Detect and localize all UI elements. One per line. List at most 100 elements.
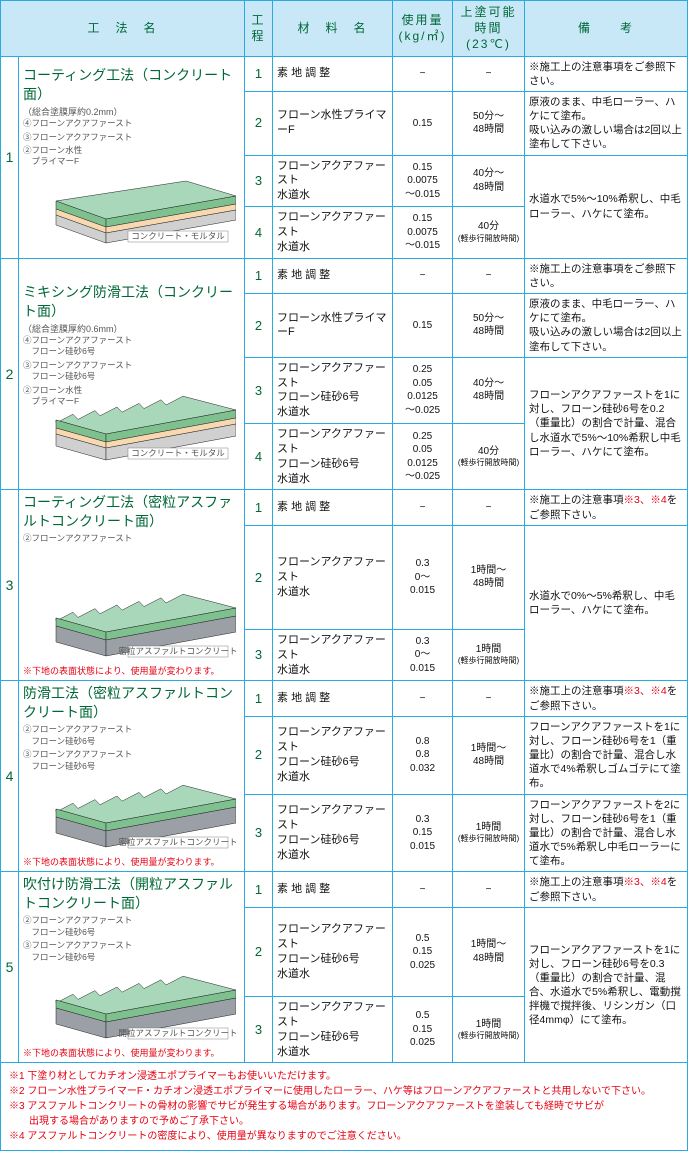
remarks: ※施工上の注意事項をご参照下さい。: [525, 258, 688, 293]
material-name: フローンアクアファースト水道水: [273, 629, 393, 681]
table-row: 5 吹付け防滑工法（開粒アスファルトコンクリート面） ②フローンアクアファースト…: [1, 872, 688, 907]
remarks: 水道水で0%～5%希釈し、中毛ローラー、ハケにて塗布。: [525, 525, 688, 681]
usage-amount: 0.30.150.015: [393, 794, 453, 872]
material-name: フローンアクアファースト水道水: [273, 525, 393, 629]
material-name: フローンアクアファースト水道水: [273, 207, 393, 259]
recoat-time: 1時間～48時間: [453, 716, 525, 794]
usage-amount: 0.50.150.025: [393, 907, 453, 996]
remarks: ※施工上の注意事項※3、※4をご参照下さい。: [525, 681, 688, 716]
step-number: 1: [245, 872, 273, 907]
usage-amount: 0.80.80.032: [393, 716, 453, 794]
method-title: コーティング工法（密粒アスファルトコンクリート面）: [23, 493, 240, 531]
th-material: 材 料 名: [273, 1, 393, 57]
recoat-time: 50分～48時間: [453, 294, 525, 358]
remarks: フローンアクアファーストを1に対し、フローン硅砂6号を1（重量比）の割合で計量、…: [525, 716, 688, 794]
recoat-time: 40分(軽歩行開放時間): [453, 424, 525, 490]
step-number: 1: [245, 490, 273, 525]
usage-amount: 0.250.050.0125～0.025: [393, 424, 453, 490]
remarks: フローンアクアファーストを1に対し、フローン硅砂6号を0.3（重量比）の割合で計…: [525, 907, 688, 1063]
usage-amount: 0.15: [393, 91, 453, 155]
step-number: 1: [245, 258, 273, 293]
recoat-time: −: [453, 490, 525, 525]
step-number: 3: [245, 996, 273, 1062]
layer-diagram: 密粒アスファルトコンクリート: [36, 566, 236, 661]
recoat-time: 1時間(軽歩行開放時間): [453, 996, 525, 1062]
method-cell: 防滑工法（密粒アスファルトコンクリート面） ②フローンアクアファースト フローン…: [19, 681, 245, 872]
material-name: フローンアクアファーストフローン硅砂6号水道水: [273, 424, 393, 490]
svg-text:開粒アスファルトコンクリート: 開粒アスファルトコンクリート: [119, 1028, 237, 1038]
step-number: 4: [245, 424, 273, 490]
remarks: ※施工上の注意事項※3、※4をご参照下さい。: [525, 872, 688, 907]
section-number: 4: [1, 681, 19, 872]
usage-amount: −: [393, 681, 453, 716]
section-number: 2: [1, 258, 19, 490]
step-number: 2: [245, 91, 273, 155]
layer-diagram: 密粒アスファルトコンクリート: [36, 757, 236, 852]
footnote-line: 出現する場合がありますので予めご了承下さい。: [9, 1114, 679, 1129]
material-name: フローン水性プライマーF: [273, 294, 393, 358]
material-name: フローン水性プライマーF: [273, 91, 393, 155]
step-number: 3: [245, 794, 273, 872]
step-number: 3: [245, 357, 273, 423]
material-name: フローンアクアファーストフローン硅砂6号水道水: [273, 996, 393, 1062]
recoat-time: 1時間～48時間: [453, 525, 525, 629]
step-number: 2: [245, 907, 273, 996]
recoat-time: 40分(軽歩行開放時間): [453, 207, 525, 259]
svg-text:密粒アスファルトコンクリート: 密粒アスファルトコンクリート: [119, 646, 237, 656]
recoat-time: 50分～48時間: [453, 91, 525, 155]
remarks: 水道水で5%～10%希釈し、中毛ローラー、ハケにて塗布。: [525, 155, 688, 258]
table-row: 3 コーティング工法（密粒アスファルトコンクリート面） ②フローンアクアファース…: [1, 490, 688, 525]
svg-text:密粒アスファルトコンクリート: 密粒アスファルトコンクリート: [119, 837, 237, 847]
layer-diagram: コンクリート・モルタル: [36, 368, 236, 463]
section-number: 1: [1, 56, 19, 258]
footnote-line: ※1 下塗り材としてカチオン浸透エポプライマーもお使いいただけます。: [9, 1069, 679, 1084]
step-number: 3: [245, 155, 273, 207]
method-subtitle: （総合塗膜厚約0.2mm）: [23, 106, 240, 118]
material-name: フローンアクアファーストフローン硅砂6号水道水: [273, 357, 393, 423]
usage-amount: 0.250.050.0125～0.025: [393, 357, 453, 423]
material-name: 素 地 調 整: [273, 872, 393, 907]
th-usage: 使用量(kg/㎡): [393, 1, 453, 57]
footnote-line: ※3 アスファルトコンクリートの骨材の影響でサビが発生する場合があります。フロー…: [9, 1099, 679, 1114]
footnote-line: ※2 フローン水性プライマーF・カチオン浸透エポプライマーに使用したローラー、ハ…: [9, 1084, 679, 1099]
substrate-warning: ※下地の表面状態により、使用量が変わります。: [23, 665, 240, 677]
substrate-warning: ※下地の表面状態により、使用量が変わります。: [23, 856, 240, 868]
recoat-time: −: [453, 872, 525, 907]
recoat-time: 1時間(軽歩行開放時間): [453, 629, 525, 681]
section-number: 5: [1, 872, 19, 1063]
footnotes: ※1 下塗り材としてカチオン浸透エポプライマーもお使いいただけます。※2 フロー…: [0, 1063, 688, 1151]
step-number: 2: [245, 716, 273, 794]
recoat-time: 40分～48時間: [453, 357, 525, 423]
step-number: 3: [245, 629, 273, 681]
recoat-time: 1時間～48時間: [453, 907, 525, 996]
material-name: フローンアクアファーストフローン硅砂6号水道水: [273, 907, 393, 996]
remarks: 原液のまま、中毛ローラー、ハケにて塗布。吸い込みの激しい場合は2回以上塗布して下…: [525, 91, 688, 155]
th-method: 工 法 名: [1, 1, 245, 57]
material-name: フローンアクアファーストフローン硅砂6号水道水: [273, 794, 393, 872]
svg-text:コンクリート・モルタル: コンクリート・モルタル: [131, 448, 225, 458]
method-title: ミキシング防滑工法（コンクリート面）: [23, 283, 240, 321]
method-title: 吹付け防滑工法（開粒アスファルトコンクリート面）: [23, 875, 240, 913]
svg-text:コンクリート・モルタル: コンクリート・モルタル: [131, 231, 225, 241]
remarks: フローンアクアファーストを1に対し、フローン硅砂6号を0.2（重量比）の割合で計…: [525, 357, 688, 490]
usage-amount: 0.150.0075～0.015: [393, 155, 453, 207]
layer-label: ④フローンアクアファースト: [23, 118, 132, 129]
usage-amount: −: [393, 258, 453, 293]
remarks: ※施工上の注意事項をご参照下さい。: [525, 56, 688, 91]
step-number: 1: [245, 681, 273, 716]
method-subtitle: （総合塗膜厚約0.6mm）: [23, 323, 240, 335]
layer-label: ④フローンアクアファースト フローン硅砂6号: [23, 335, 132, 358]
material-name: フローンアクアファーストフローン硅砂6号水道水: [273, 716, 393, 794]
spec-table: 工 法 名 工程 材 料 名 使用量(kg/㎡) 上塗可能時間(23℃) 備 考…: [0, 0, 688, 1063]
table-row: 4 防滑工法（密粒アスファルトコンクリート面） ②フローンアクアファースト フロ…: [1, 681, 688, 716]
recoat-time: −: [453, 258, 525, 293]
recoat-time: 1時間(軽歩行開放時間): [453, 794, 525, 872]
usage-amount: 0.15: [393, 294, 453, 358]
section-number: 3: [1, 490, 19, 681]
material-name: 素 地 調 整: [273, 56, 393, 91]
header-row: 工 法 名 工程 材 料 名 使用量(kg/㎡) 上塗可能時間(23℃) 備 考: [1, 1, 688, 57]
remarks: ※施工上の注意事項※3、※4をご参照下さい。: [525, 490, 688, 525]
layer-label: ②フローンアクアファースト フローン硅砂6号: [23, 724, 132, 747]
method-title: 防滑工法（密粒アスファルトコンクリート面）: [23, 684, 240, 722]
method-cell: コーティング工法（コンクリート面） （総合塗膜厚約0.2mm） ④フローンアクア…: [19, 56, 245, 258]
